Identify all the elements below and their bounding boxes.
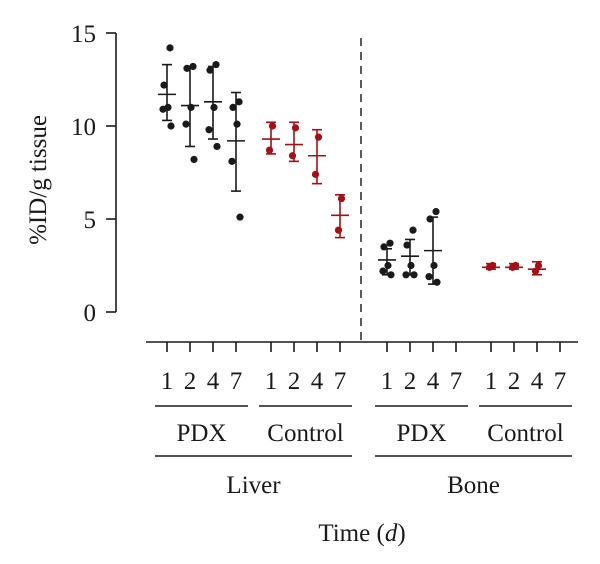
data-point: [403, 241, 411, 249]
x-tick-label: 7: [334, 368, 347, 395]
data-point: [265, 146, 274, 154]
x-tick-label: 1: [485, 368, 498, 395]
tissue-label: Liver: [226, 472, 281, 499]
data-point: [159, 105, 167, 113]
x-tick-label: 4: [427, 368, 440, 395]
data-point: [166, 44, 174, 52]
data-point: [183, 64, 191, 72]
data-point: [229, 103, 237, 111]
data-point: [426, 215, 434, 223]
group-label: Control: [487, 420, 563, 447]
series-group: [528, 260, 546, 276]
data-point: [311, 170, 320, 178]
axes: 0 5 10 15: [71, 21, 578, 352]
data-point: [190, 155, 198, 164]
x-tick-label: 1: [161, 368, 174, 395]
data-point: [534, 261, 543, 270]
data-point: [334, 226, 343, 234]
data-point: [402, 271, 410, 279]
data-point: [425, 273, 433, 281]
x-tick-label: 1: [381, 368, 394, 395]
x-tick-label: 4: [311, 368, 324, 395]
x-tick-label: 2: [404, 368, 417, 395]
data-point: [167, 122, 175, 130]
data-point: [233, 120, 241, 128]
data-point: [531, 267, 540, 275]
group-label: PDX: [176, 420, 226, 447]
data-point: [235, 98, 243, 106]
y-tick-label: 15: [71, 21, 96, 48]
x-tick-label: 4: [207, 368, 220, 395]
x-tick-label: 7: [230, 368, 243, 395]
data-point: [409, 226, 417, 234]
x-tick-label: 7: [450, 368, 463, 395]
y-tick-label: 5: [84, 207, 97, 234]
data-point: [407, 261, 415, 270]
series-group: [308, 128, 326, 185]
x-axis-label-suffix: ): [397, 520, 405, 547]
group-label: Control: [267, 420, 343, 447]
series-group: [378, 239, 396, 279]
data-point: [387, 271, 395, 279]
data-point: [212, 61, 220, 69]
series-group: [227, 91, 245, 221]
x-axis-label-prefix: Time (: [318, 520, 384, 547]
series-group: [285, 121, 303, 163]
data-point: [384, 261, 392, 270]
data-point: [433, 278, 441, 286]
data-point: [236, 213, 244, 221]
data-point: [379, 267, 387, 275]
plot-marks: [158, 44, 546, 286]
x-tick-label: 7: [554, 368, 567, 395]
data-point: [508, 263, 517, 271]
data-point: [206, 66, 214, 74]
data-point: [386, 239, 394, 247]
series-group: [505, 261, 523, 271]
data-point: [410, 271, 418, 279]
series-group: [262, 121, 280, 155]
data-point: [205, 126, 213, 134]
x-axis-label: Time (d): [318, 520, 405, 547]
x-tick-label: 2: [508, 368, 521, 395]
data-point: [314, 133, 323, 141]
series-group: [482, 261, 500, 271]
series-group: [181, 62, 199, 164]
data-point: [213, 142, 221, 151]
x-tick-label: 2: [184, 368, 197, 395]
y-tick-label: 10: [71, 114, 96, 141]
data-point: [380, 243, 388, 251]
tissue-label: Bone: [447, 472, 500, 499]
data-point: [432, 207, 440, 216]
data-point: [187, 103, 195, 111]
x-tick-label: 1: [265, 368, 278, 395]
data-point: [268, 122, 277, 130]
series-group: [401, 226, 419, 279]
data-point: [228, 157, 236, 165]
data-point: [485, 263, 494, 271]
x-tick-label: 4: [531, 368, 544, 395]
data-point: [337, 194, 346, 203]
series-group: [424, 207, 442, 286]
data-point: [189, 62, 197, 71]
data-point: [288, 152, 297, 160]
data-point: [430, 261, 438, 270]
data-point: [210, 103, 218, 111]
data-point: [160, 81, 168, 89]
series-group: [158, 44, 176, 130]
data-point: [182, 120, 190, 128]
series-group: [204, 61, 222, 151]
y-tick-label: 0: [84, 300, 97, 327]
x-tick-label: 2: [288, 368, 301, 395]
x-axis-label-unit: d: [385, 520, 398, 547]
y-axis-label: %ID/g tissue: [25, 115, 52, 245]
group-label: PDX: [396, 420, 446, 447]
series-group: [331, 194, 349, 239]
data-point: [291, 124, 300, 132]
